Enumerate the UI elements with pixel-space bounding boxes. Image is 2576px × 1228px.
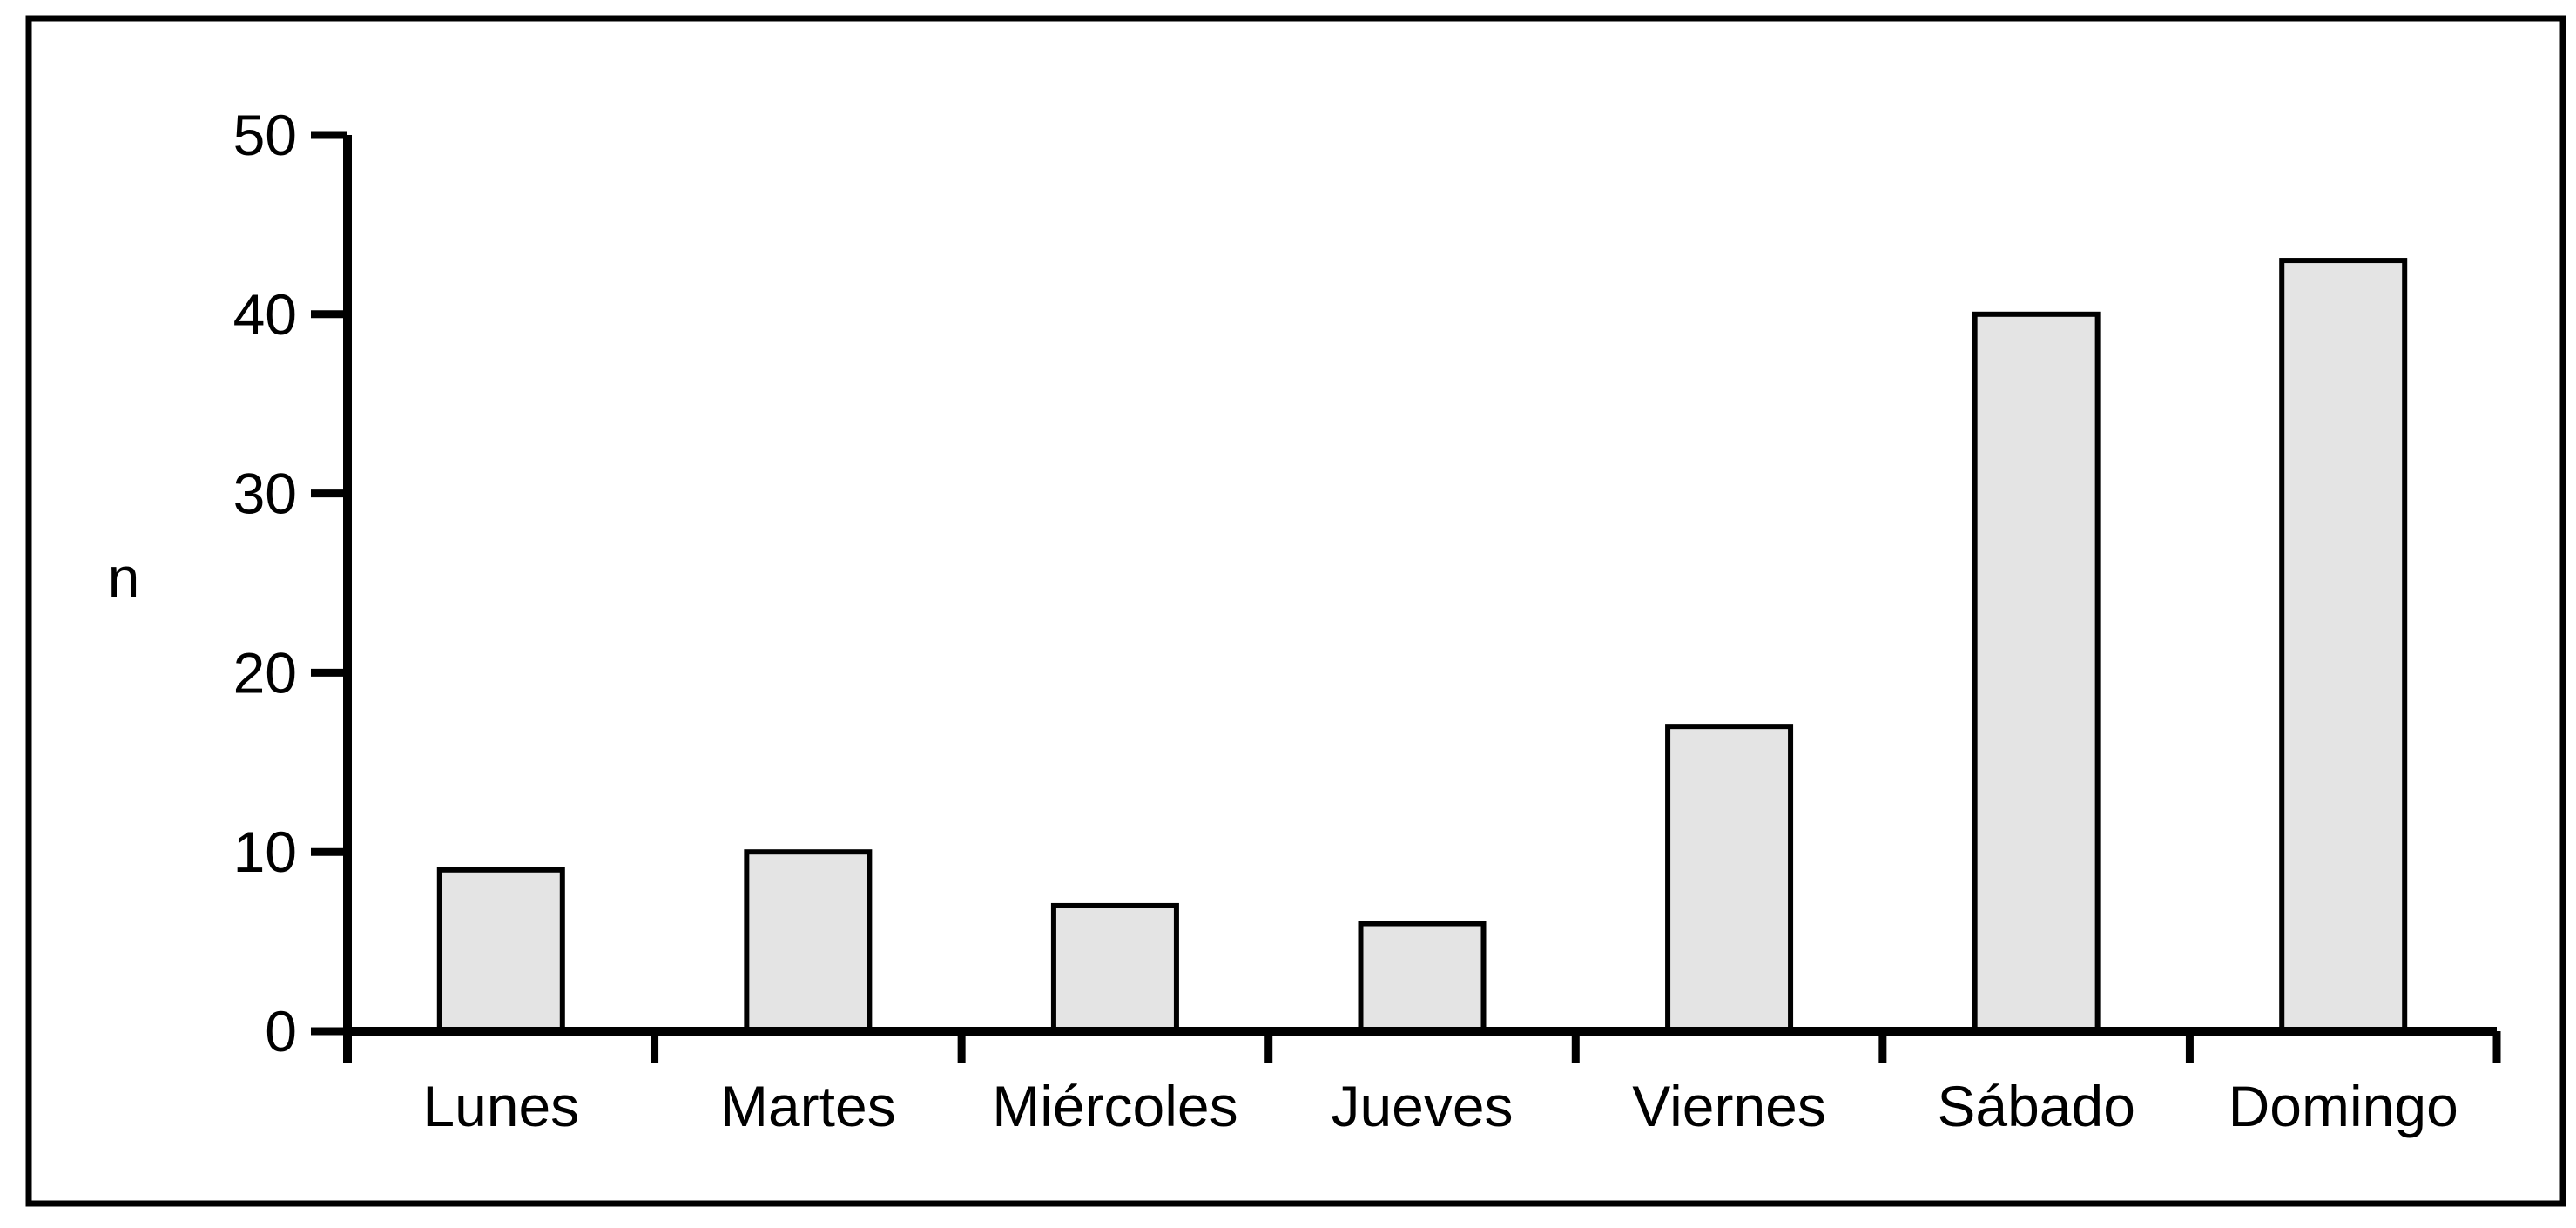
x-category-label: Viernes — [1632, 1074, 1826, 1138]
y-tick-label: 0 — [265, 999, 297, 1063]
x-category-label: Domingo — [2229, 1074, 2458, 1138]
figure-border — [25, 15, 2566, 1207]
y-tick-label: 50 — [233, 103, 297, 167]
y-tick-label: 20 — [233, 640, 297, 705]
bar-domingo — [2279, 258, 2408, 1034]
bar-viernes — [1665, 724, 1794, 1034]
bar-martes — [744, 849, 873, 1035]
x-category-label: Martes — [720, 1074, 896, 1138]
y-axis-title: n — [108, 545, 140, 610]
bar-jueves — [1358, 921, 1487, 1035]
bar-miércoles — [1050, 902, 1179, 1034]
y-tick-label: 40 — [233, 282, 297, 347]
x-category-label: Lunes — [422, 1074, 579, 1138]
bar-sábado — [1972, 311, 2101, 1034]
y-tick-label: 30 — [233, 462, 297, 526]
x-category-label: Jueves — [1331, 1074, 1513, 1138]
y-tick-label: 10 — [233, 820, 297, 884]
x-category-label: Sábado — [1937, 1074, 2135, 1138]
bar-lunes — [436, 867, 565, 1035]
x-category-label: Miércoles — [992, 1074, 1237, 1138]
